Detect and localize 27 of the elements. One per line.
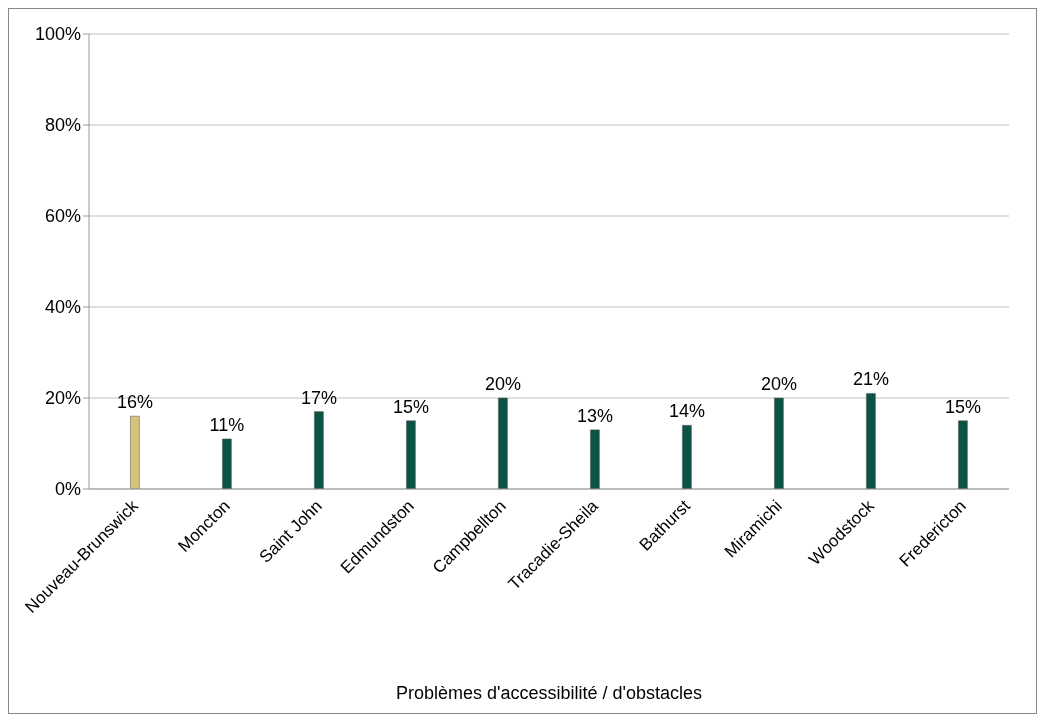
- bar: [222, 438, 232, 489]
- bar: [958, 420, 968, 489]
- bar: [130, 415, 140, 489]
- data-label: 15%: [392, 396, 429, 417]
- y-tick-label: 0%: [54, 479, 81, 500]
- data-label: 17%: [300, 387, 337, 408]
- y-tick-label: 40%: [44, 297, 81, 318]
- data-label: 11%: [209, 414, 245, 435]
- y-tick-label: 100%: [34, 24, 81, 45]
- bar: [682, 425, 692, 489]
- y-tick-label: 20%: [44, 388, 81, 409]
- data-label: 16%: [116, 392, 153, 413]
- bar: [314, 411, 324, 489]
- y-tick-label: 80%: [44, 115, 81, 136]
- data-label: 20%: [760, 374, 797, 394]
- data-label: 20%: [484, 374, 521, 394]
- data-label: 14%: [668, 401, 705, 422]
- bar: [498, 397, 508, 489]
- data-label: 21%: [852, 369, 889, 390]
- bar: [866, 393, 876, 489]
- bar: [774, 397, 784, 489]
- bar: [406, 420, 416, 489]
- data-label: 13%: [576, 405, 613, 426]
- y-tick-label: 60%: [44, 206, 81, 227]
- bar: [590, 429, 600, 489]
- x-axis-title: Problèmes d'accessibilité / d'obstacles: [395, 683, 703, 703]
- data-label: 15%: [944, 396, 981, 417]
